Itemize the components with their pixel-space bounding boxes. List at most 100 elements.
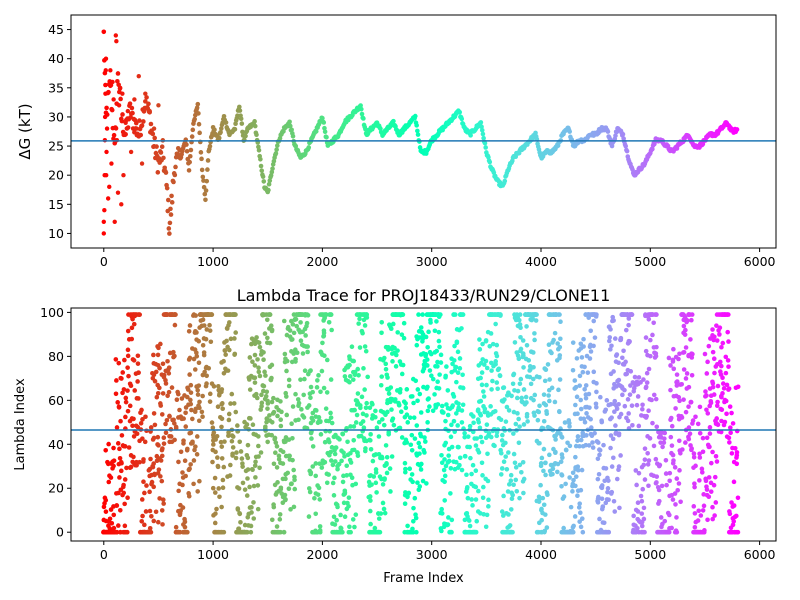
data-point xyxy=(713,453,719,459)
data-point xyxy=(277,512,283,517)
data-point xyxy=(227,347,232,353)
data-point xyxy=(424,386,429,391)
data-point xyxy=(731,519,737,524)
data-point xyxy=(506,512,511,517)
data-point xyxy=(372,525,378,531)
data-point xyxy=(176,459,181,465)
data-point xyxy=(122,501,127,507)
data-point xyxy=(624,148,630,154)
data-point xyxy=(426,396,431,401)
data-point xyxy=(230,445,236,450)
data-point xyxy=(622,387,627,393)
data-point xyxy=(233,330,238,335)
data-point xyxy=(211,384,217,389)
data-point xyxy=(118,96,123,102)
data-point xyxy=(368,432,373,437)
data-point xyxy=(320,340,325,346)
data-point xyxy=(271,504,277,510)
data-point xyxy=(454,379,459,385)
data-point xyxy=(404,387,410,392)
data-point xyxy=(214,433,220,439)
data-point xyxy=(519,469,524,475)
data-point xyxy=(578,341,584,347)
data-point xyxy=(446,453,451,458)
data-point xyxy=(540,495,546,501)
data-point xyxy=(414,342,420,348)
data-point xyxy=(723,370,729,376)
data-point xyxy=(188,430,194,436)
data-point xyxy=(225,368,231,373)
data-point xyxy=(358,103,363,108)
data-point xyxy=(423,352,429,357)
data-point xyxy=(164,185,170,191)
data-point xyxy=(254,335,259,340)
data-point xyxy=(630,167,635,172)
data-point xyxy=(272,435,278,441)
data-point xyxy=(436,329,442,335)
data-point xyxy=(641,462,647,468)
data-point xyxy=(305,344,310,349)
data-point xyxy=(657,498,662,504)
data-point xyxy=(157,385,162,391)
data-point xyxy=(269,517,275,523)
data-point xyxy=(256,340,262,345)
data-point xyxy=(415,132,421,137)
data-point xyxy=(537,440,542,446)
data-point xyxy=(259,392,264,398)
data-point xyxy=(513,477,519,483)
data-point xyxy=(125,353,131,359)
data-point xyxy=(135,361,141,366)
data-point xyxy=(296,417,301,423)
data-point xyxy=(113,391,119,397)
data-point xyxy=(715,422,721,428)
data-point xyxy=(415,398,420,404)
data-point xyxy=(434,319,439,324)
data-point xyxy=(261,383,267,389)
data-point xyxy=(365,374,370,380)
data-point xyxy=(103,509,109,514)
data-point xyxy=(321,385,327,391)
data-point xyxy=(237,104,242,110)
data-point xyxy=(315,492,321,497)
data-point xyxy=(204,373,209,379)
data-point xyxy=(160,361,166,367)
data-point xyxy=(595,456,601,462)
data-point xyxy=(634,482,639,488)
data-point xyxy=(442,473,448,479)
data-point xyxy=(119,376,124,381)
data-point xyxy=(517,381,523,387)
data-point xyxy=(215,404,221,410)
data-point xyxy=(697,404,703,410)
data-point xyxy=(662,436,667,441)
data-point xyxy=(521,476,527,482)
data-point xyxy=(580,529,586,535)
data-point xyxy=(287,119,292,125)
data-point xyxy=(439,506,444,512)
data-point xyxy=(159,508,165,513)
data-point xyxy=(224,338,229,344)
data-point xyxy=(488,434,494,440)
data-point xyxy=(102,58,107,63)
data-point xyxy=(319,368,325,374)
data-point xyxy=(719,344,724,350)
data-point xyxy=(498,472,504,477)
data-point xyxy=(149,513,154,519)
data-point xyxy=(289,337,295,342)
data-point xyxy=(416,440,422,446)
data-point xyxy=(655,484,661,490)
data-point xyxy=(690,351,695,357)
data-point xyxy=(126,373,131,379)
data-point xyxy=(538,482,543,488)
data-point xyxy=(424,357,430,362)
data-point xyxy=(269,328,275,334)
data-point xyxy=(139,161,145,166)
data-point xyxy=(356,373,361,378)
data-point xyxy=(511,431,516,436)
data-point xyxy=(448,434,454,440)
data-point xyxy=(553,437,558,442)
data-point xyxy=(450,361,455,367)
data-point xyxy=(301,392,306,398)
data-point xyxy=(642,529,647,535)
data-point xyxy=(263,373,268,378)
data-point xyxy=(357,345,363,350)
